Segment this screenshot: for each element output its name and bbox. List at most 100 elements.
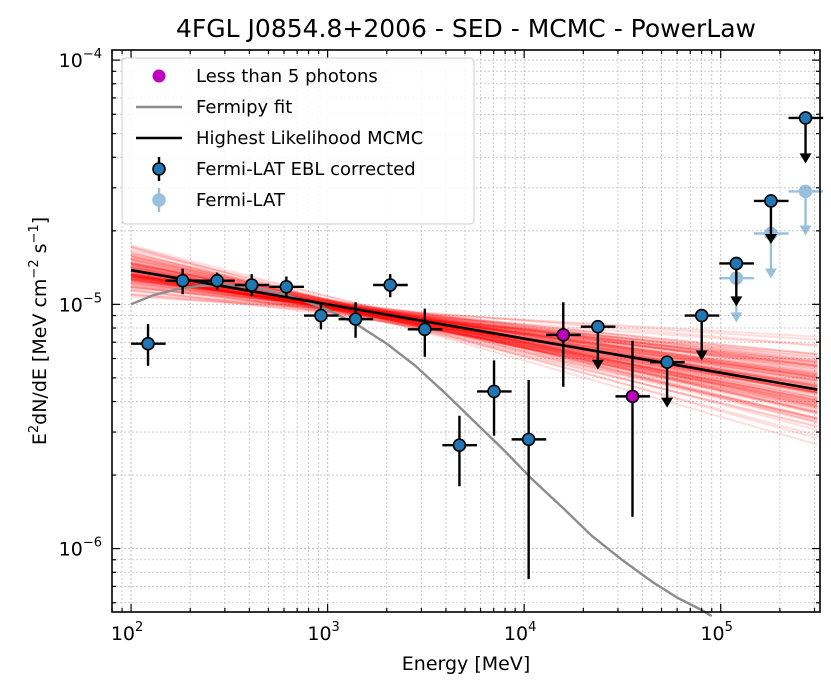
- mcmc-sample-line: [130, 273, 818, 396]
- mcmc-sample-line: [130, 295, 818, 338]
- x-tick-label: 104: [504, 620, 536, 645]
- y-label-sup-s: −1: [27, 224, 42, 243]
- upper-limit-marker: [729, 256, 744, 271]
- mcmc-sample-line: [130, 269, 818, 400]
- ebl-upper-limit: [580, 319, 616, 370]
- x-tick-label: 105: [700, 620, 732, 645]
- mcmc-sample-line: [130, 262, 818, 413]
- mcmc-sample-line: [130, 270, 818, 403]
- mcmc-sample-line: [130, 254, 818, 414]
- data-marker: [279, 279, 294, 294]
- y-tick-base: 10: [59, 294, 83, 316]
- mcmc-sample-line: [130, 278, 818, 376]
- upper-limit-arrowhead: [764, 268, 777, 279]
- data-marker: [383, 278, 398, 292]
- x-tick-base: 10: [504, 623, 528, 645]
- y-tick-label: 10−5: [59, 291, 102, 316]
- mcmc-sample-line: [130, 275, 818, 379]
- mcmc-sample-line: [130, 277, 818, 397]
- y-label-sup-cm: −2: [27, 259, 42, 278]
- mcmc-sample-line: [130, 273, 818, 404]
- y-tick-label: 10−4: [59, 47, 102, 72]
- mcmc-sample-line: [130, 281, 818, 361]
- upper-limit-arrowhead: [799, 225, 812, 236]
- mcmc-sample-line: [130, 292, 818, 341]
- mcmc-sample-line: [130, 272, 818, 401]
- y-tick-exp: −4: [83, 47, 102, 62]
- mcmc-sample-line: [130, 270, 818, 393]
- data-point: [407, 308, 443, 357]
- plot-frame: [111, 49, 821, 613]
- y-tick-exp: −6: [83, 536, 102, 551]
- data-marker: [521, 432, 536, 447]
- mcmc-sample-line: [130, 278, 818, 386]
- data-points: [131, 111, 824, 580]
- mcmc-sample-line: [130, 246, 818, 432]
- data-marker: [418, 322, 432, 337]
- mcmc-sample-line: [130, 252, 818, 420]
- ebl-upper-limit: [650, 355, 685, 408]
- mcmc-sample-line: [130, 248, 818, 414]
- mcmc-sample-line: [130, 293, 818, 347]
- legend-label: Fermipy fit: [196, 97, 292, 118]
- y-axis-label: E2dN/dE [MeV cm−2 s−1]: [27, 217, 51, 445]
- data-marker: [348, 312, 363, 326]
- chart-title: 4FGL J0854.8+2006 - SED - MCMC - PowerLa…: [176, 14, 756, 43]
- mcmc-sample-line: [130, 260, 818, 427]
- mcmc-sample-line: [130, 252, 818, 415]
- mcmc-sample-lines: [130, 244, 818, 446]
- data-point: [546, 302, 581, 387]
- legend-label: Less than 5 photons: [196, 66, 378, 87]
- mcmc-sample-line: [130, 244, 818, 424]
- mcmc-sample-line: [130, 277, 818, 376]
- best-fit-line: [130, 268, 818, 391]
- data-marker: [244, 278, 259, 292]
- upper-limit-marker: [798, 111, 813, 125]
- mcmc-sample-line: [130, 274, 818, 382]
- mcmc-sample-line: [130, 265, 818, 399]
- mcmc-sample-line: [130, 288, 818, 377]
- mcmc-sample-line: [130, 284, 818, 356]
- mcmc-sample-line: [130, 289, 818, 358]
- upper-limit-marker: [694, 308, 709, 323]
- data-point: [511, 380, 547, 580]
- legend-label: Fermi-LAT: [196, 190, 286, 211]
- x-tick-base: 10: [111, 623, 135, 645]
- data-point: [234, 274, 270, 297]
- legend-swatch-errpoint: [152, 157, 166, 181]
- mcmc-sample-line: [130, 282, 818, 363]
- data-point: [269, 276, 304, 298]
- legend-swatch-marker: [152, 162, 166, 176]
- mcmc-sample-line: [130, 276, 818, 364]
- mcmc-sample-line: [130, 245, 818, 440]
- upper-limit-arrowhead: [730, 296, 743, 307]
- mcmc-sample-line: [130, 272, 818, 382]
- legend: Less than 5 photons Fermipy fit Highest Li…: [121, 57, 475, 225]
- x-tick-exp: 5: [725, 620, 733, 635]
- data-marker: [487, 384, 501, 399]
- legend-swatch-errpoint: [152, 188, 166, 212]
- data-point: [303, 302, 339, 330]
- data-point: [615, 340, 651, 517]
- mcmc-sample-line: [130, 274, 818, 394]
- data-marker: [452, 438, 467, 453]
- mcmc-sample-line: [130, 279, 818, 359]
- mcmc-sample-line: [130, 277, 818, 378]
- mcmc-sample-line: [130, 246, 818, 446]
- x-tick-label: 102: [111, 620, 143, 645]
- data-marker: [314, 308, 328, 323]
- y-tick-label: 10−6: [59, 536, 102, 561]
- upper-limit-arrowhead: [695, 350, 708, 361]
- upper-limit-marker: [764, 194, 778, 208]
- mcmc-sample-line: [130, 275, 818, 388]
- mcmc-sample-line: [130, 273, 818, 400]
- x-axis-label: Energy [MeV]: [402, 653, 530, 675]
- data-point: [442, 415, 478, 487]
- data-marker: [625, 389, 640, 404]
- x-tick-exp: 2: [135, 620, 143, 635]
- mcmc-sample-line: [130, 283, 818, 364]
- upper-limit-arrowhead: [591, 359, 604, 370]
- data-marker: [175, 273, 190, 288]
- mcmc-sample-line: [130, 267, 818, 388]
